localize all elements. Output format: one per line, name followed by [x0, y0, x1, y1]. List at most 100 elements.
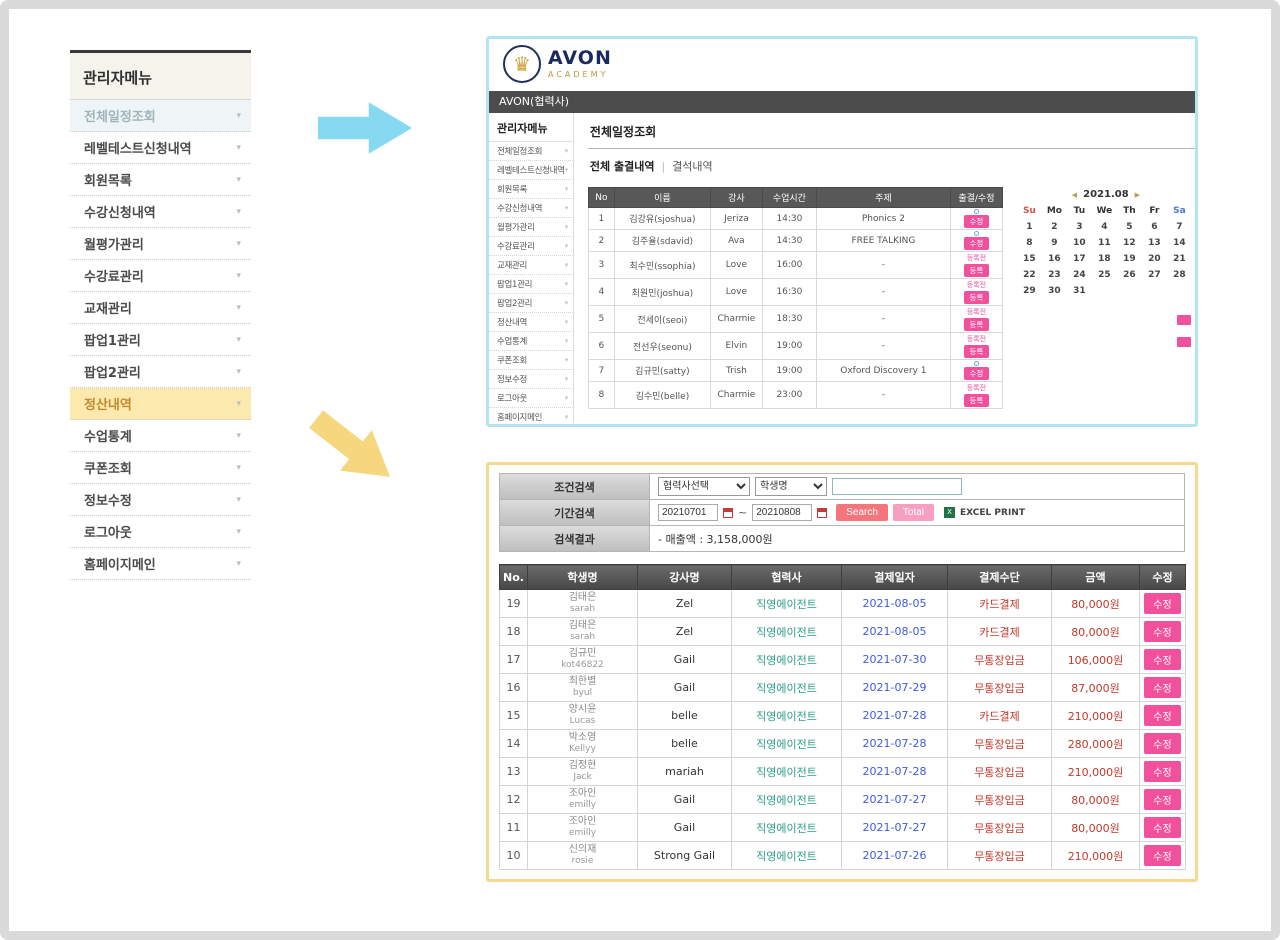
- keyword-input[interactable]: [832, 478, 962, 495]
- calendar-date[interactable]: 8: [1026, 238, 1033, 248]
- calendar-date[interactable]: 14: [1173, 238, 1186, 248]
- cell-amount: 80,000원: [1051, 785, 1140, 814]
- sidebar-item-10[interactable]: 정산내역 ▾: [489, 313, 573, 332]
- menu-item-7[interactable]: 교재관리 ▾: [70, 292, 251, 324]
- calendar-date[interactable]: 17: [1073, 254, 1086, 264]
- register-button[interactable]: 등록: [963, 264, 990, 277]
- edit-button[interactable]: 수정: [1144, 845, 1181, 866]
- sidebar-item-13[interactable]: 정보수정 ▾: [489, 370, 573, 389]
- calendar-date[interactable]: 31: [1073, 286, 1086, 296]
- register-button[interactable]: 등록: [963, 318, 990, 331]
- sidebar-item-9[interactable]: 팝업2관리 ▾: [489, 294, 573, 313]
- menu-item-6[interactable]: 수강료관리 ▾: [70, 260, 251, 292]
- sidebar-item-5[interactable]: 월평가관리 ▾: [489, 218, 573, 237]
- edit-button[interactable]: 수정: [1144, 761, 1181, 782]
- partner-select[interactable]: 협력사선택: [658, 477, 750, 496]
- edit-button[interactable]: 수정: [963, 367, 990, 380]
- student-select[interactable]: 학생명: [755, 477, 827, 496]
- calendar-date[interactable]: 12: [1123, 238, 1136, 248]
- calendar-date[interactable]: 30: [1048, 286, 1061, 296]
- edit-button[interactable]: 수정: [1144, 705, 1181, 726]
- menu-item-2[interactable]: 레벨테스트신청내역 ▾: [70, 132, 251, 164]
- cell-no: 2: [587, 229, 615, 252]
- tab-attendance-all[interactable]: 전체 출결내역: [589, 160, 655, 173]
- calendar-date[interactable]: 19: [1123, 254, 1136, 264]
- calendar-date[interactable]: 7: [1176, 222, 1183, 232]
- excel-icon[interactable]: X: [944, 507, 956, 518]
- calendar-date[interactable]: 16: [1048, 254, 1061, 264]
- edit-button[interactable]: 수정: [1144, 817, 1181, 838]
- calendar-date[interactable]: 23: [1048, 270, 1061, 280]
- edit-button[interactable]: 수정: [963, 237, 990, 250]
- calendar-date[interactable]: 28: [1173, 270, 1186, 280]
- calendar-date[interactable]: 4: [1101, 222, 1108, 232]
- edit-button[interactable]: 수정: [1144, 649, 1181, 670]
- excel-print-label[interactable]: EXCEL PRINT: [960, 507, 1025, 518]
- sidebar-item-4[interactable]: 수강신청내역 ▾: [489, 199, 573, 218]
- calendar-date[interactable]: 3: [1076, 222, 1083, 232]
- sidebar-item-15[interactable]: 홈페이지메인 ▾: [489, 408, 573, 427]
- sidebar-item-14[interactable]: 로그아웃 ▾: [489, 389, 573, 408]
- menu-item-4[interactable]: 수강신청내역 ▾: [70, 196, 251, 228]
- calendar-date[interactable]: 24: [1073, 270, 1086, 280]
- menu-item-11[interactable]: 수업통계 ▾: [70, 420, 251, 452]
- calendar-date[interactable]: 20: [1148, 254, 1161, 264]
- calendar-date[interactable]: 13: [1148, 238, 1161, 248]
- sidebar-item-8[interactable]: 팝업1관리 ▾: [489, 275, 573, 294]
- calendar-date[interactable]: 9: [1051, 238, 1058, 248]
- edit-button[interactable]: 수정: [1144, 733, 1181, 754]
- date-to-input[interactable]: [752, 504, 813, 521]
- menu-item-13[interactable]: 정보수정 ▾: [70, 484, 251, 516]
- calendar-date[interactable]: 27: [1148, 270, 1161, 280]
- calendar-date[interactable]: 25: [1098, 270, 1111, 280]
- cell-amount: 80,000원: [1051, 617, 1140, 646]
- calendar-date[interactable]: 2: [1051, 222, 1058, 232]
- edit-button[interactable]: 수정: [1144, 677, 1181, 698]
- calendar-date[interactable]: 5: [1126, 222, 1133, 232]
- calendar-date[interactable]: 21: [1173, 254, 1186, 264]
- calendar-date[interactable]: 10: [1073, 238, 1086, 248]
- register-button[interactable]: 등록: [963, 394, 990, 407]
- sidebar-item-2[interactable]: 레벨테스트신청내역 ▾: [489, 161, 573, 180]
- sidebar-item-11[interactable]: 수업통계 ▾: [489, 332, 573, 351]
- sidebar-item-6[interactable]: 수강료관리 ▾: [489, 237, 573, 256]
- calendar-date[interactable]: 6: [1151, 222, 1158, 232]
- chevron-down-icon: ▾: [236, 110, 241, 121]
- sidebar-item-3[interactable]: 회원목록 ▾: [489, 180, 573, 199]
- menu-item-12[interactable]: 쿠폰조회 ▾: [70, 452, 251, 484]
- menu-item-8[interactable]: 팝업1관리 ▾: [70, 324, 251, 356]
- period-search-content: ~ Search Total X EXCEL PRINT: [650, 500, 1184, 525]
- calendar-next-icon[interactable]: ▶: [1134, 190, 1141, 199]
- calendar-date[interactable]: 18: [1098, 254, 1111, 264]
- tab-absence[interactable]: 결석내역: [672, 160, 713, 173]
- edit-button[interactable]: 수정: [1144, 789, 1181, 810]
- calendar-date[interactable]: 22: [1023, 270, 1036, 280]
- edit-button[interactable]: 수정: [963, 215, 990, 228]
- menu-item-3[interactable]: 회원목록 ▾: [70, 164, 251, 196]
- sidebar-item-12[interactable]: 쿠폰조회 ▾: [489, 351, 573, 370]
- calendar-date[interactable]: 1: [1026, 222, 1033, 232]
- menu-item-5[interactable]: 월평가관리 ▾: [70, 228, 251, 260]
- register-button[interactable]: 등록: [963, 291, 990, 304]
- calendar-date[interactable]: 11: [1098, 238, 1111, 248]
- menu-item-9[interactable]: 팝업2관리 ▾: [70, 356, 251, 388]
- calendar-date[interactable]: 15: [1023, 254, 1036, 264]
- edit-button[interactable]: 수정: [1144, 621, 1181, 642]
- calendar-picker-icon[interactable]: [817, 507, 828, 518]
- register-button[interactable]: 등록: [963, 345, 990, 358]
- total-button[interactable]: Total: [892, 504, 935, 521]
- calendar-prev-icon[interactable]: ◀: [1071, 190, 1078, 199]
- menu-item-1[interactable]: 전체일정조회 ▾: [70, 100, 251, 132]
- date-from-input[interactable]: [658, 504, 718, 521]
- sidebar-item-7[interactable]: 교재관리 ▾: [489, 256, 573, 275]
- edit-button[interactable]: 수정: [1144, 593, 1181, 614]
- pre-register-label: 등록전: [966, 308, 987, 316]
- calendar-date[interactable]: 29: [1023, 286, 1036, 296]
- search-button[interactable]: Search: [836, 504, 888, 521]
- menu-item-10[interactable]: 정산내역 ▾: [70, 388, 251, 420]
- menu-item-15[interactable]: 홈페이지메인 ▾: [70, 548, 251, 580]
- menu-item-14[interactable]: 로그아웃 ▾: [70, 516, 251, 548]
- calendar-picker-icon[interactable]: [723, 507, 733, 518]
- calendar-date[interactable]: 26: [1123, 270, 1136, 280]
- sidebar-item-1[interactable]: 전체일정조회 ▾: [489, 142, 573, 161]
